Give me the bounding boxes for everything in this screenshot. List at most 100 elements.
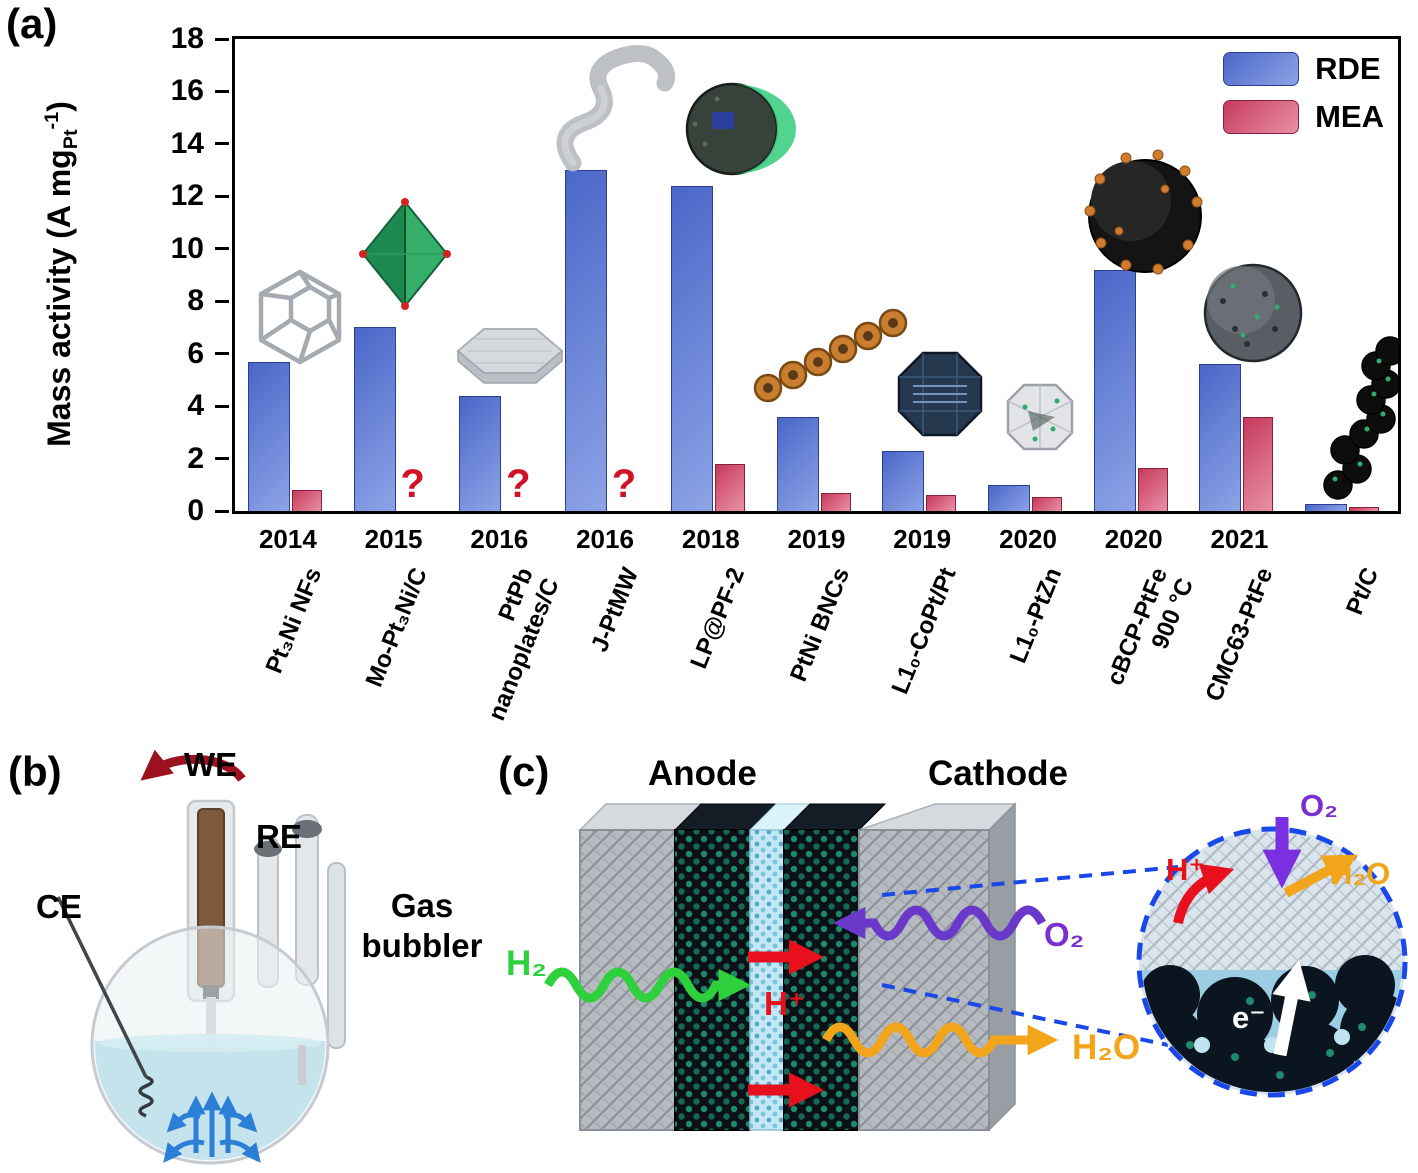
electrolyte-flow-arrows [163,1091,261,1163]
oxygen-label: O₂ [1044,916,1085,953]
legend-label-rde: RDE [1315,51,1381,86]
chart-plot-area: RDE MEA ??? [232,36,1401,514]
bar-mea-2014 [291,490,322,511]
bar-rde-2020 [1093,269,1136,511]
y-axis-title-superscript: -1 [41,111,64,130]
y-axis-tick-mark [215,142,229,146]
y-axis-tick-mark [215,404,229,408]
panel-b-label: (b) [8,748,62,795]
cathode-gdl-layer [858,802,1017,1132]
zoom-electron-label: e⁻ [1232,1000,1266,1035]
o2-arrow [833,905,1046,941]
bar-mea-Pt/C [1349,507,1380,511]
mea-missing-marker: ? [400,462,425,506]
y-axis-title-suffix: ) [40,101,77,112]
mo-pt3ni-octahedron-icon [359,198,451,310]
bar-mea-2019 [820,492,851,511]
y-axis-tick-mark [215,89,229,93]
h2o-arrow [822,1022,1059,1058]
cbcp-ptfe-particle-icon [1084,149,1203,275]
y-axis-tick-mark [215,509,229,513]
x-tick-catalyst-name: Pt₃Ni NFs [260,564,327,678]
x-tick-year: 2016 [576,524,634,554]
mea-missing-marker: ? [506,462,531,506]
panel-a-label: (a) [6,0,58,47]
x-tick-year: 2016 [470,524,529,554]
anode-label: Anode [648,754,757,793]
zoom-oxygen-label: O₂ [1300,788,1338,823]
x-tick-year: 2021 [1210,524,1269,554]
x-tick-catalyst-name: LP@PF-2 [685,564,750,673]
y-axis-tick-label: 6 [187,336,204,370]
water-label: H₂O [1072,1028,1141,1067]
y-axis-tick-label: 4 [187,389,204,423]
bar-mea-2018 [714,463,745,511]
y-axis-title-text: Mass activity (A mg [40,149,77,447]
bar-mea-2019 [926,495,957,511]
bar-mea-2020 [1137,467,1168,511]
panel-c-label: (c) [498,748,550,795]
x-tick-catalyst-name: CMC63-PtFe [1200,564,1279,706]
mea-color-swatch [1223,100,1300,134]
x-tick-catalyst-name: PtNi BNCs [785,564,856,686]
zoom-proton-arrow [1173,863,1235,925]
x-tick-catalyst-name: PtPb nanoplates/C [482,564,564,725]
working-electrode-label: WE [184,746,238,783]
mea-missing-marker: ? [611,462,637,506]
x-tick-year: 2018 [681,524,740,554]
y-axis-tick-mark [215,299,229,303]
x-tick-year: 2020 [999,524,1057,554]
l10-copt-particle-icon [897,351,983,437]
x-tick-catalyst-name: L1₀-CoPt/Pt [886,564,962,698]
proton-label: H⁺ [764,985,806,1022]
y-axis-title: Mass activity (A mgPt-1) [41,101,83,447]
bar-rde-2019 [776,416,819,511]
x-tick-year: 2019 [787,524,846,554]
bar-rde-2014 [247,361,290,511]
y-axis-title-subscript: Pt [60,129,83,150]
x-tick-year: 2014 [258,524,317,554]
rde-color-swatch [1223,52,1300,86]
zoom-h2o-arrow [1283,854,1359,898]
y-axis-tick-mark [215,352,229,356]
y-axis-tick-label: 2 [187,441,204,475]
legend-item-mea: MEA [1223,99,1384,135]
bar-rde-Pt/C [1305,504,1348,511]
mass-activity-chart: RDE MEA ??? 0 2 4 6 8 10 12 14 16 18 2014 Pt₃Ni NFs… [171,22,1401,724]
bar-mea-2020 [1032,496,1062,511]
y-axis-tick-mark [215,37,229,41]
bar-rde-2015 [353,327,396,511]
x-tick-year: 2020 [1104,524,1163,554]
x-tick-catalyst-name: L1₀-PtZn [1004,564,1068,667]
bar-mea-2021 [1243,416,1274,511]
h2-arrow [544,967,751,1003]
lp-pf2-core-shell-icon [685,82,796,176]
zoom-water-label: H₂O [1330,856,1391,891]
counter-electrode-wire [56,896,154,1118]
counter-electrode-label: CE [36,888,82,925]
ptpb-nanoplate-icon [456,328,564,384]
gas-bubbler-label: Gas bubbler [361,887,483,964]
y-axis-tick-label: 18 [170,22,204,55]
legend-item-rde: RDE [1223,51,1384,87]
j-ptmw-nanowire-icon [556,45,676,172]
ptni-bnc-nanowire-icon [753,308,908,403]
x-tick-catalyst-name: J-PtMW [586,564,645,656]
zoom-electron-arrow [1272,959,1311,1057]
x-tick-catalyst-name: Pt/C [1341,564,1385,619]
hydrogen-label: H₂ [506,944,547,983]
pt3ni-nanoframe-icon [258,269,342,365]
y-axis-tick-label: 14 [170,126,204,160]
zoom-proton-label: H⁺ [1166,852,1205,887]
y-axis-tick-label: 0 [187,494,204,527]
x-tick-catalyst-name: Mo-Pt₃Ni/C [360,564,433,691]
y-axis-tick-label: 8 [187,284,204,318]
y-axis-tick-mark [215,194,229,198]
legend-label-mea: MEA [1315,99,1384,134]
bar-rde-2019 [882,450,925,511]
x-tick-catalyst-name: cBCP-PtFe 900 °C [1101,564,1199,690]
x-tick-year: 2019 [893,524,952,554]
electrochemical-cell-illustration [56,749,346,1165]
l10-ptzn-particle-icon [1006,383,1074,451]
